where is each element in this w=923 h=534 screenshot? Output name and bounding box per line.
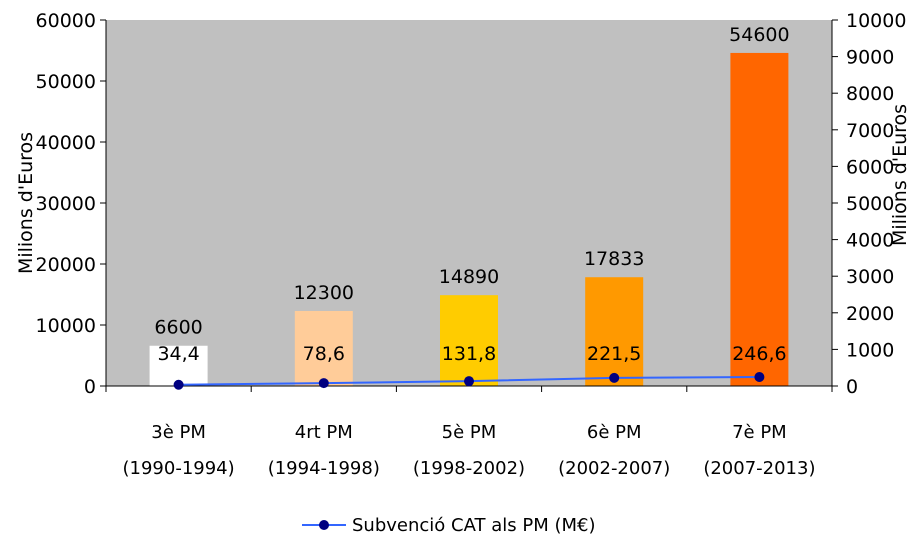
left-tick-label: 10000 (36, 315, 96, 337)
x-tick-label-period: (1990-1994) (123, 458, 235, 479)
line-series (173, 371, 765, 390)
y-axis-label: Milions d'Euros (15, 132, 37, 274)
line-point (754, 371, 765, 382)
bar (294, 310, 353, 386)
right-tick-label: 8000 (846, 83, 894, 105)
right-tick-label: 6000 (846, 156, 894, 178)
right-axis: 0 1000 2000 3000 4000 5000 6000 7000 8000 9000 100… (831, 10, 906, 398)
left-tick-label: 0 (84, 376, 96, 398)
right-tick-label: 3000 (846, 266, 894, 288)
left-tick-label: 50000 (36, 71, 96, 93)
x-tick-label: 3è PM (151, 422, 206, 443)
y2-axis-label: Milions d'Euros (889, 104, 911, 246)
right-tick-label: 0 (846, 376, 858, 398)
bar (149, 345, 208, 386)
line-data-label: 34,4 (157, 343, 199, 365)
right-tick-label: 9000 (846, 47, 894, 69)
line-data-label: 246,6 (732, 343, 786, 365)
bar (440, 295, 498, 386)
line-data-label: 221,5 (587, 343, 641, 365)
x-tick-label: 7è PM (732, 422, 787, 443)
bar-data-label: 6600 (154, 317, 202, 339)
x-tick-label-period: (1998-2002) (413, 458, 525, 479)
right-tick-label: 4000 (846, 230, 894, 252)
bar-data-label: 14890 (439, 266, 499, 288)
line-point (318, 378, 329, 389)
x-tick-label-period: (2002-2007) (558, 458, 670, 479)
x-tick-label-period: (2007-2013) (703, 458, 815, 479)
left-tick-label: 20000 (36, 254, 96, 276)
right-tick-label: 2000 (846, 303, 894, 325)
left-tick-label: 30000 (36, 193, 96, 215)
right-tick-label: 10000 (846, 10, 906, 32)
bar-data-label: 17833 (584, 248, 644, 270)
x-tick-label: 6è PM (587, 422, 642, 443)
right-tick-label: 1000 (846, 339, 894, 361)
x-tick-label: 5è PM (442, 422, 497, 443)
legend-label: Subvenció CAT als PM (M€) (352, 515, 596, 534)
right-tick-label: 7000 (846, 120, 894, 142)
line-data-label: 78,6 (303, 343, 345, 365)
line-data-label: 131,8 (442, 343, 496, 365)
bar-data-label: 12300 (294, 282, 354, 304)
left-axis: 0 10000 20000 30000 40000 50000 60000 (36, 10, 107, 398)
right-tick-label: 5000 (846, 193, 894, 215)
left-tick-label: 40000 (36, 132, 96, 154)
line-point (173, 379, 184, 390)
bar-series (149, 52, 789, 386)
x-axis: 3è PM (1990-1994) 4rt PM (1994-1998) 5è PM (1… (105, 385, 833, 479)
legend-marker-swatch (319, 520, 329, 530)
left-tick-label: 60000 (36, 10, 96, 32)
bar (730, 52, 789, 386)
line-point (464, 376, 474, 387)
line-point (609, 372, 620, 383)
legend: Subvenció CAT als PM (M€) (302, 515, 596, 534)
x-tick-label-period: (1994-1998) (268, 458, 380, 479)
bar (585, 277, 644, 386)
data-labels: 6600 12300 14890 17833 54600 34,4 78,6 131,8 221… (154, 24, 789, 365)
x-tick-label: 4rt PM (295, 422, 353, 443)
bar-data-label: 54600 (729, 24, 789, 46)
